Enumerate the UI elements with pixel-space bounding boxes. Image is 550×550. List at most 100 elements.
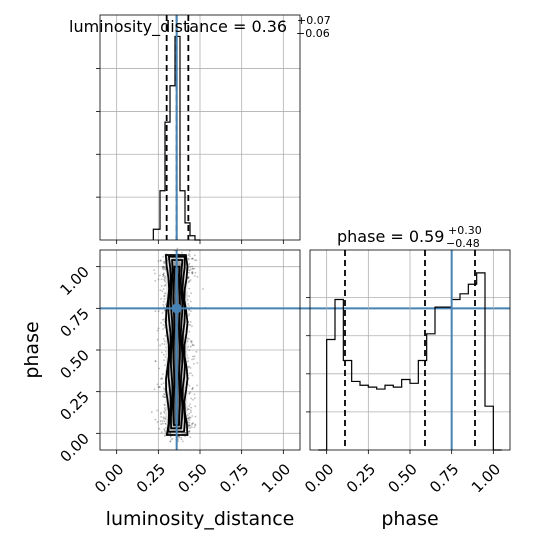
sample-point [162, 255, 165, 258]
sample-point [171, 437, 174, 440]
sample-point [193, 358, 195, 360]
sample-point [191, 423, 193, 426]
sample-point [162, 395, 164, 397]
sample-point [188, 280, 191, 283]
sample-point [163, 420, 166, 423]
sample-point [156, 421, 159, 423]
sample-point [191, 415, 194, 417]
sample-point [161, 267, 164, 270]
sample-point [188, 419, 191, 421]
sample-point [162, 416, 165, 419]
sample-point [161, 265, 164, 268]
sample-point [190, 292, 193, 295]
sample-point [162, 261, 165, 264]
x-axis-label: phase [381, 508, 438, 530]
sample-point [189, 427, 191, 429]
sample-point [169, 436, 172, 438]
luminosity-distance-histogram [152, 35, 200, 241]
phase-title: phase = 0.59 [337, 227, 444, 246]
sample-point [176, 247, 179, 250]
sample-point [159, 274, 161, 277]
title-lower-error: −0.48 [446, 237, 480, 250]
sample-point [188, 266, 190, 268]
sample-point [188, 330, 191, 333]
sample-point [189, 416, 192, 419]
sample-point [156, 409, 159, 412]
sample-point [188, 250, 191, 253]
sample-point [189, 279, 192, 281]
sample-point [190, 372, 192, 375]
sample-point [187, 258, 190, 261]
sample-point [192, 422, 195, 424]
sample-point [191, 265, 194, 268]
sample-point [189, 425, 192, 427]
grid-lines [100, 250, 300, 450]
sample-point [192, 386, 194, 389]
sample-point [160, 411, 163, 414]
sample-point [180, 436, 183, 439]
sample-point [164, 396, 166, 399]
sample-point [156, 383, 159, 386]
sample-point [188, 423, 190, 426]
sample-point [188, 431, 190, 433]
sample-point [153, 269, 156, 271]
sample-point [191, 272, 194, 275]
sample-point [196, 276, 199, 278]
sample-point [187, 276, 190, 279]
sample-point [189, 436, 192, 439]
sample-point [189, 367, 192, 369]
sample-point [159, 259, 162, 262]
sample-point [163, 388, 166, 391]
sample-point [162, 300, 165, 303]
sample-point [188, 269, 191, 272]
sample-point [193, 344, 195, 347]
sample-point [184, 432, 187, 434]
sample-point [187, 277, 190, 279]
sample-point [150, 411, 153, 414]
sample-point [154, 272, 156, 275]
sample-point [189, 391, 192, 394]
sample-point [162, 328, 164, 330]
y-tick-labels: 0.00 0.25 0.50 0.75 1.00 [56, 263, 92, 466]
sample-point [163, 359, 165, 361]
sample-point [191, 344, 194, 347]
sample-point [163, 393, 166, 396]
sample-point [188, 309, 191, 311]
sample-point [187, 314, 190, 317]
sample-point [188, 313, 191, 315]
sample-point [162, 396, 165, 398]
sample-point [190, 257, 193, 260]
sample-point [161, 351, 163, 354]
sample-point [154, 360, 157, 362]
sample-point [163, 412, 166, 414]
y-tick-label: 0.75 [56, 304, 92, 340]
sample-point [191, 388, 194, 390]
sample-point [191, 355, 194, 358]
sample-point [190, 268, 192, 271]
sample-point [193, 362, 195, 365]
sample-point [190, 340, 193, 343]
sample-point [159, 344, 162, 347]
sample-point [163, 298, 166, 300]
sample-point [169, 440, 172, 443]
x-axis-label: luminosity_distance [106, 508, 295, 530]
sample-point [189, 345, 192, 348]
sample-point [180, 438, 183, 441]
sample-point [194, 424, 197, 427]
sample-point [194, 423, 197, 426]
sample-point [158, 367, 161, 370]
y-tick-label: 0.00 [56, 429, 92, 465]
sample-point [169, 440, 172, 442]
sample-point [189, 323, 192, 326]
sample-point [190, 411, 192, 414]
title-upper-error: +0.07 [297, 14, 331, 27]
luminosity-distance-title: luminosity_distance = 0.36 [69, 17, 287, 37]
sample-point [190, 310, 192, 313]
sample-point [188, 365, 191, 368]
sample-point [162, 387, 165, 390]
sample-point [194, 259, 196, 262]
phase-histogram-panel: 0.00 0.25 0.50 0.75 1.00 phase = 0.59 +0.30 … [301, 224, 511, 530]
sample-point [187, 254, 190, 257]
sample-point [161, 318, 164, 321]
sample-point [188, 392, 191, 395]
